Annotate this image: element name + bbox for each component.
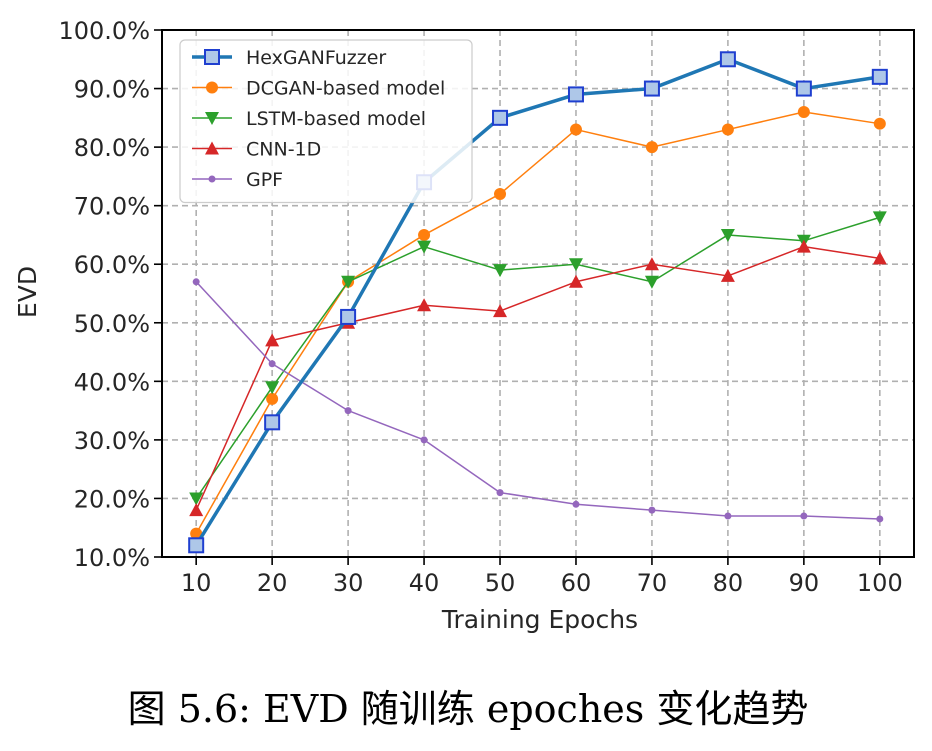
series-lstm-based-model [189, 211, 887, 506]
data-point [420, 436, 428, 444]
y-tick-label: 10.0% [74, 544, 150, 572]
legend-entry: CNN-1D [192, 139, 321, 161]
legend-entry: GPF [192, 169, 283, 191]
x-tick-label: 30 [333, 569, 364, 597]
y-tick-label: 90.0% [74, 76, 150, 104]
legend-marker [208, 175, 216, 183]
data-point [872, 211, 887, 225]
data-point [873, 117, 886, 130]
series-lines [188, 51, 888, 554]
y-tick-label: 100.0% [58, 17, 150, 45]
data-point [644, 275, 659, 289]
data-point [188, 537, 205, 554]
data-point [189, 503, 204, 517]
series-line [195, 111, 880, 534]
data-point [192, 278, 200, 286]
data-point [569, 123, 582, 136]
axes: 10 20 30 40 50 60 70 80 90 100 10.0% 20.0% 30.0% 40.0… [58, 17, 915, 597]
legend-entry: LSTM-based model [192, 108, 426, 130]
data-point [645, 141, 658, 154]
data-point [418, 228, 431, 241]
data-point [795, 80, 812, 97]
data-point [719, 51, 736, 68]
legend-marker [205, 141, 219, 155]
plot-frame [161, 29, 915, 558]
legend-label: HexGANFuzzer [246, 47, 386, 69]
legend-label: LSTM-based model [246, 108, 426, 130]
series-line [195, 281, 880, 520]
data-point [496, 489, 504, 497]
x-tick-label: 90 [789, 569, 820, 597]
data-point [189, 492, 204, 506]
legend-marker [206, 81, 218, 94]
data-point [340, 308, 357, 325]
data-point [494, 187, 507, 200]
x-tick-label: 70 [637, 569, 668, 597]
x-tick-label: 80 [713, 569, 744, 597]
legend-entry: HexGANFuzzer [192, 47, 386, 69]
data-point [264, 414, 281, 431]
figure-caption: 图 5.6: EVD 随训练 epoches 变化趋势 [128, 687, 809, 731]
legend: HexGANFuzzer DCGAN-based model LSTM-based … [179, 39, 473, 204]
y-tick-label: 50.0% [74, 310, 150, 338]
legend-label: DCGAN-based model [246, 78, 445, 100]
data-point [568, 274, 583, 288]
series-line [195, 216, 881, 499]
x-tick-label: 100 [857, 569, 903, 597]
legend-box [179, 39, 473, 204]
data-point [720, 268, 735, 282]
y-tick-label: 20.0% [74, 485, 150, 513]
data-point [265, 333, 280, 347]
data-point [493, 304, 508, 318]
x-tick-label: 20 [257, 569, 288, 597]
data-point [417, 298, 432, 312]
data-point [800, 512, 808, 520]
legend-entry: DCGAN-based model [192, 78, 445, 100]
x-tick-label: 50 [485, 569, 516, 597]
data-point [872, 251, 887, 265]
data-point [876, 515, 884, 523]
data-point [796, 239, 811, 253]
x-axis-label: Training Epochs [441, 605, 638, 634]
data-point [567, 86, 584, 103]
data-point [720, 228, 735, 242]
legend-marker [204, 49, 220, 65]
data-point [721, 123, 734, 136]
y-tick-label: 80.0% [74, 134, 150, 162]
series-dcgan-based-model [190, 105, 886, 540]
legend-label: CNN-1D [246, 139, 321, 161]
x-tick-label: 10 [181, 569, 212, 597]
legend-label: GPF [246, 169, 283, 191]
y-tick-label: 70.0% [74, 193, 150, 221]
data-point [265, 381, 280, 395]
data-point [644, 257, 659, 271]
data-point [190, 527, 203, 540]
data-point [493, 264, 508, 278]
data-point [266, 392, 279, 405]
data-point [871, 68, 888, 85]
x-tick-label: 60 [561, 569, 592, 597]
y-tick-label: 60.0% [74, 251, 150, 279]
series-line [195, 245, 880, 511]
y-tick-label: 40.0% [74, 368, 150, 396]
data-point [572, 500, 580, 508]
data-point [417, 240, 432, 254]
x-tick-label: 40 [409, 569, 440, 597]
y-tick-label: 30.0% [74, 427, 150, 455]
legend-marker [205, 112, 219, 125]
data-point [341, 275, 356, 289]
data-point [268, 360, 276, 368]
data-point [643, 80, 660, 97]
data-point [492, 109, 509, 126]
data-point [648, 506, 656, 514]
y-axis-label: EVD [13, 266, 42, 318]
series-gpf [192, 278, 884, 523]
data-point [344, 407, 352, 415]
series-line [194, 57, 881, 547]
data-point [568, 258, 583, 272]
data-point [797, 105, 810, 118]
data-point [724, 512, 732, 520]
